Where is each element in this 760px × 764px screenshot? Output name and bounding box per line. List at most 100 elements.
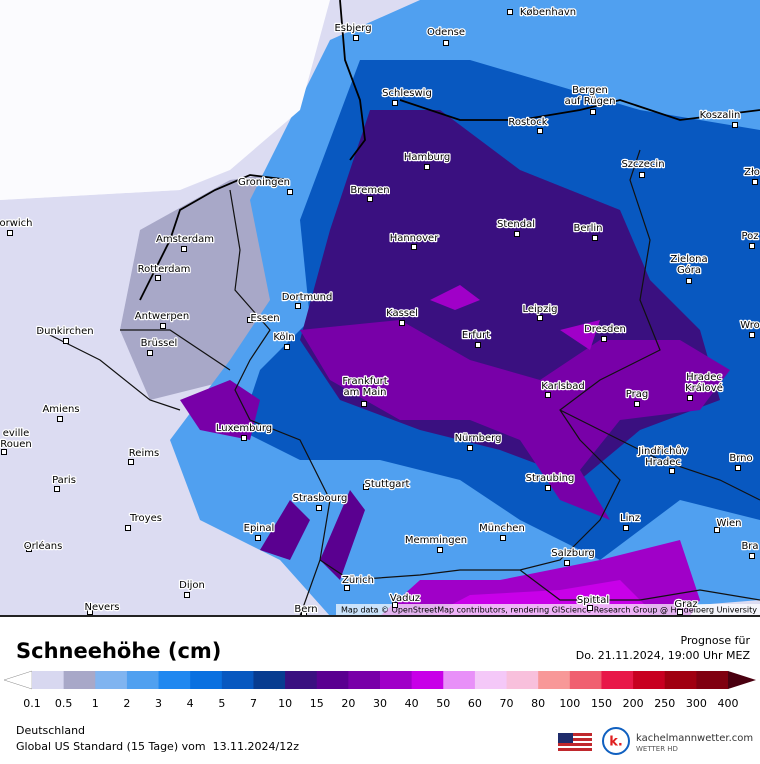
colorbar-tick-label: 100 xyxy=(559,697,580,710)
colorbar-bin xyxy=(664,671,697,689)
city-label: Reims xyxy=(129,448,159,459)
snow-area xyxy=(430,285,600,350)
city-marker xyxy=(623,525,629,531)
city-label: Prag xyxy=(626,389,648,400)
city-marker xyxy=(545,392,551,398)
city-label: Zło xyxy=(744,167,760,178)
logo-mark: k. xyxy=(609,735,623,750)
city-marker xyxy=(392,100,398,106)
attribution: Map data © OpenStreetMap contributors, r… xyxy=(341,606,757,615)
city-label: Leipzig xyxy=(522,304,557,315)
city-label: Schleswig xyxy=(382,88,432,99)
city-marker xyxy=(587,605,593,611)
city-label: Memmingen xyxy=(405,535,467,546)
city-label: Troyes xyxy=(129,513,162,524)
colorbar-tick-label: 0.5 xyxy=(55,697,73,710)
city-marker xyxy=(363,484,369,490)
city-marker xyxy=(564,560,570,566)
city-marker xyxy=(287,189,293,195)
city-label: Hradec xyxy=(645,457,681,468)
city-marker xyxy=(686,278,692,284)
city-label: Stendal xyxy=(497,219,535,230)
city-label: Wien xyxy=(717,518,742,529)
city-label: Linz xyxy=(620,513,640,524)
colorbar-bin xyxy=(380,671,413,689)
city-marker xyxy=(160,323,166,329)
city-label: Kassel xyxy=(386,308,418,319)
legend-title: Schneehöhe (cm) xyxy=(16,639,221,663)
city-label: Dresden xyxy=(584,324,626,335)
colorbar-bin xyxy=(63,671,96,689)
sea xyxy=(0,0,330,200)
city-marker xyxy=(26,546,32,552)
colorbar-tick-label: 20 xyxy=(341,697,355,710)
city-label: Odense xyxy=(427,27,465,38)
city-label: orwich xyxy=(0,218,33,229)
colorbar-tick-label: 200 xyxy=(623,697,644,710)
colorbar-bin xyxy=(285,671,318,689)
colorbar-bin xyxy=(569,671,602,689)
city-marker xyxy=(601,336,607,342)
colorbar-bin xyxy=(158,671,191,689)
city-marker xyxy=(1,449,7,455)
forecast-label: Prognose für xyxy=(681,634,751,647)
logo xyxy=(602,727,630,755)
city-label: Zielona xyxy=(670,254,707,265)
colorbar-tick-label: 7 xyxy=(250,697,257,710)
city-label: Straubing xyxy=(526,473,575,484)
city-marker xyxy=(537,315,543,321)
city-label: Hradec xyxy=(686,372,722,383)
colorbar-tick-label: 10 xyxy=(278,697,292,710)
colorbar-bin xyxy=(411,671,444,689)
city-marker xyxy=(392,602,398,608)
brand[interactable]: kachelmannwetter.com xyxy=(636,733,753,744)
city-marker xyxy=(125,525,131,531)
city-marker xyxy=(411,244,417,250)
city-marker xyxy=(634,401,640,407)
city-label: Bremen xyxy=(350,185,389,196)
city-marker xyxy=(443,40,449,46)
model-run: Global US Standard (15 Tage) vom 13.11.2… xyxy=(16,740,299,753)
city-marker xyxy=(467,445,473,451)
city-marker xyxy=(514,231,520,237)
city-label: Graz xyxy=(674,599,697,610)
colorbar-tick-label: 3 xyxy=(155,697,162,710)
colorbar-bin xyxy=(506,671,539,689)
city-marker xyxy=(87,609,93,615)
city-marker xyxy=(295,303,301,309)
city-label: Paris xyxy=(52,475,76,486)
coastline xyxy=(139,0,760,301)
colorbar-bin xyxy=(538,671,571,689)
city-label: Strasbourg xyxy=(293,493,348,504)
colorbar-bin xyxy=(221,671,254,689)
map: Map data © OpenStreetMap contributors, r… xyxy=(0,0,760,617)
city-label: Rouen xyxy=(0,439,31,450)
city-marker xyxy=(181,246,187,252)
city-label: Erfurt xyxy=(462,330,490,341)
colorbar-tick-label: 15 xyxy=(310,697,324,710)
city-marker xyxy=(639,172,645,178)
city-marker xyxy=(475,342,481,348)
city-marker xyxy=(677,609,683,615)
colorbar-bin xyxy=(474,671,508,689)
city-marker xyxy=(128,459,134,465)
city-label: Rostock xyxy=(508,117,547,128)
colorbar-bin xyxy=(32,671,65,689)
city-marker xyxy=(749,553,755,559)
city-marker xyxy=(749,332,755,338)
city-marker xyxy=(184,592,190,598)
city-label: auf Rügen xyxy=(565,96,616,107)
colorbar-tick-label: 70 xyxy=(500,697,514,710)
colorbar-tick-label: 400 xyxy=(718,697,739,710)
city-label: Góra xyxy=(677,264,701,276)
city-label: Brüssel xyxy=(141,338,178,349)
colorbar-low-end xyxy=(3,670,33,690)
city-label: Groningen xyxy=(238,177,290,188)
city-label: Bra xyxy=(741,541,758,552)
city-marker xyxy=(537,128,543,134)
city-label: Dortmund xyxy=(282,292,333,303)
colorbar-bin xyxy=(443,671,476,689)
city-label: München xyxy=(479,523,525,534)
us-flag xyxy=(558,733,592,751)
